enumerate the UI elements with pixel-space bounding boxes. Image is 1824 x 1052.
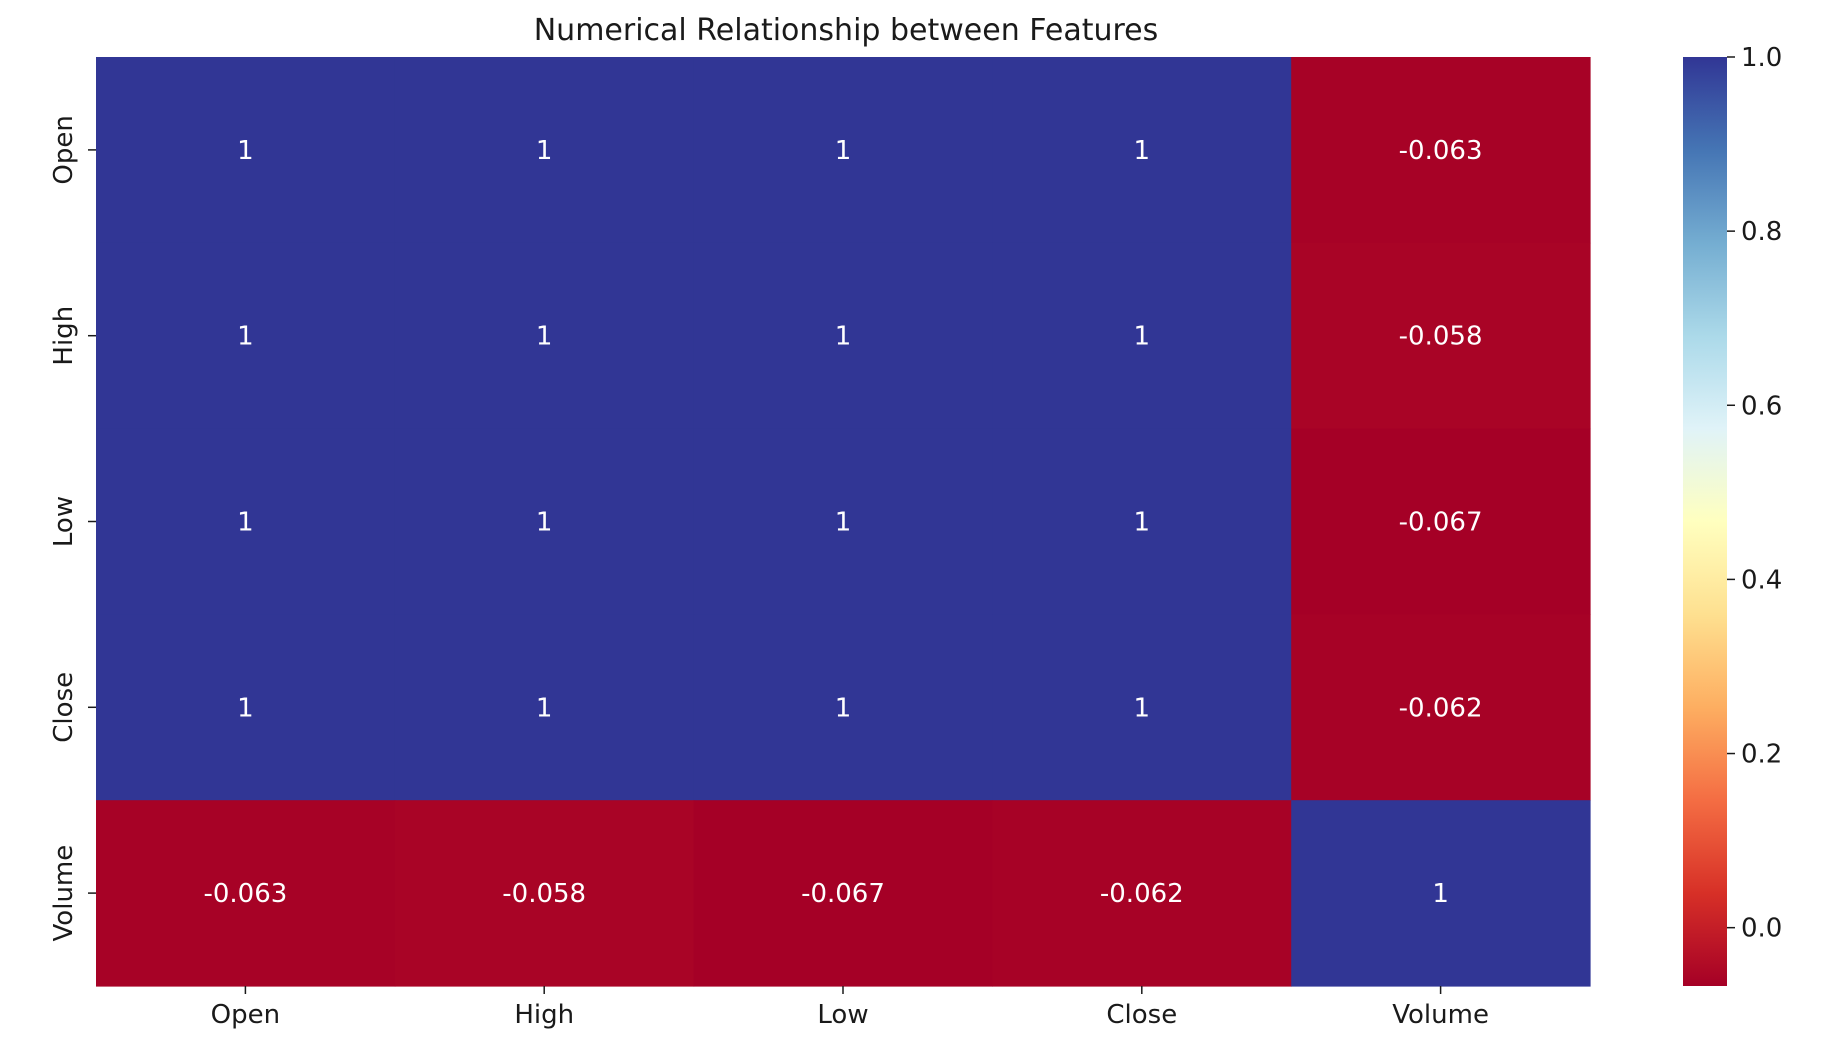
x-tick-label: High (514, 1000, 574, 1030)
x-axis: Open High Low Close Volume (211, 986, 1489, 1030)
heatmap-cell (992, 57, 1292, 244)
cell-annotation: -0.067 (1399, 508, 1483, 538)
cell-annotation: 1 (536, 693, 553, 723)
x-tick-label: Volume (1392, 1000, 1489, 1030)
heatmap-cell (1291, 242, 1591, 430)
cell-annotation: 1 (835, 322, 852, 352)
heatmap-cell (394, 614, 695, 801)
colorbar-tick-label: 0.8 (1741, 217, 1782, 247)
y-tick-label: High (49, 306, 79, 366)
y-tick-label: Low (49, 496, 79, 547)
colorbar-tick-label: 0.4 (1741, 565, 1782, 595)
cell-annotation: 1 (536, 136, 553, 166)
cell-annotation: 1 (835, 508, 852, 538)
chart-title: Numerical Relationship between Features (534, 13, 1159, 48)
colorbar-tick-label: 0.0 (1741, 914, 1782, 944)
cell-annotation: -0.063 (203, 879, 287, 909)
x-tick-label: Close (1106, 1000, 1177, 1030)
cell-annotation: -0.058 (502, 879, 586, 909)
cell-annotation: 1 (237, 136, 254, 166)
heatmap-cell (394, 242, 695, 430)
cell-annotation: 1 (1432, 879, 1449, 909)
y-tick-label: Open (49, 115, 79, 184)
y-axis: Open High Low Close Volume (49, 115, 96, 941)
heatmap-cell (992, 428, 1292, 615)
heatmap-cell (1291, 614, 1591, 801)
cell-annotation: -0.062 (1100, 879, 1184, 909)
colorbar-tick-label: 1.0 (1741, 43, 1782, 73)
cell-annotation: 1 (835, 693, 852, 723)
x-tick-label: Low (817, 1000, 868, 1030)
heatmap-cell (96, 242, 396, 430)
cell-annotation: 1 (536, 322, 553, 352)
heatmap-cells (96, 57, 1591, 987)
heatmap-cell (96, 614, 396, 801)
colorbar-tick-label: 0.6 (1741, 391, 1782, 421)
heatmap-cell (96, 800, 396, 987)
heatmap-cell (394, 428, 695, 615)
cell-annotation: 1 (237, 693, 254, 723)
cell-annotation: -0.058 (1399, 322, 1483, 352)
heatmap-cell (693, 57, 993, 244)
cell-annotation: 1 (1134, 136, 1151, 166)
colorbar: 0.0 0.2 0.4 0.6 0.8 1.0 (1683, 43, 1782, 986)
heatmap-cell (394, 800, 695, 987)
heatmap-cell (394, 57, 695, 244)
colorbar-tick-label: 0.2 (1741, 740, 1782, 770)
heatmap-cell (693, 242, 993, 430)
cell-annotation: -0.062 (1399, 693, 1483, 723)
cell-annotation: 1 (835, 136, 852, 166)
cell-annotations: 1 1 1 1 -0.063 1 1 1 1 -0.058 1 1 1 1 -0.067 1 1 1 1 -0.062… (203, 136, 1482, 909)
cell-annotation: 1 (237, 508, 254, 538)
x-tick-label: Open (211, 1000, 280, 1030)
cell-annotation: -0.067 (801, 879, 885, 909)
cell-annotation: 1 (237, 322, 254, 352)
heatmap-cell (693, 614, 993, 801)
cell-annotation: 1 (1134, 322, 1151, 352)
heatmap-cell (992, 800, 1292, 987)
heatmap-cell (1291, 428, 1591, 615)
heatmap-cell (992, 614, 1292, 801)
cell-annotation: 1 (1134, 693, 1151, 723)
heatmap-cell (992, 242, 1292, 430)
y-tick-label: Close (49, 672, 79, 743)
cell-annotation: -0.063 (1399, 136, 1483, 166)
heatmap-cell (693, 800, 993, 987)
y-tick-label: Volume (49, 845, 79, 942)
heatmap-cell (1291, 800, 1591, 987)
cell-annotation: 1 (1134, 508, 1151, 538)
heatmap-cell (1291, 57, 1591, 244)
heatmap-cell (96, 428, 396, 615)
colorbar-gradient (1683, 57, 1727, 986)
cell-annotation: 1 (536, 508, 553, 538)
heatmap-cell (693, 428, 993, 615)
heatmap-cell (96, 57, 396, 244)
